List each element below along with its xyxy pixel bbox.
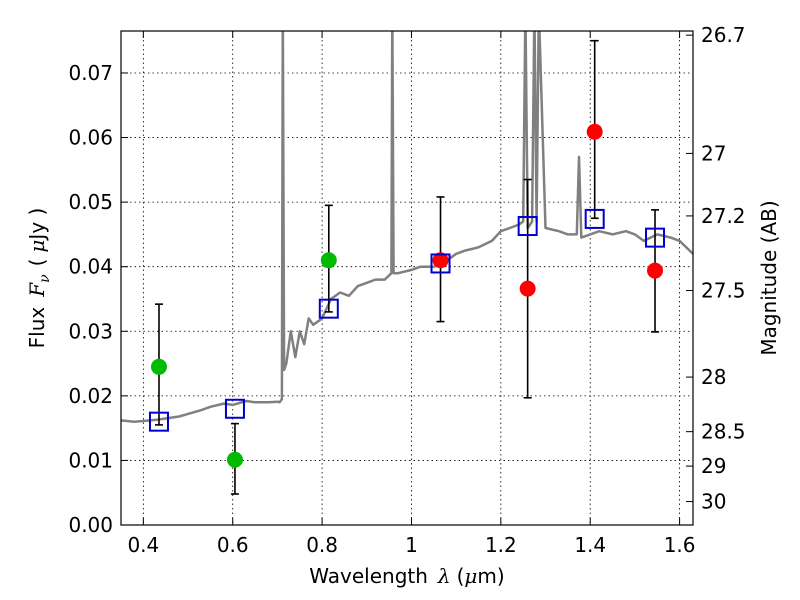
y2-tick-label: 28: [701, 365, 726, 389]
plot-content: [121, 31, 693, 495]
y-axis-ticks: 0.00 0.01 0.02 0.03 0.04 0.05 0.06 0.07: [68, 61, 128, 537]
spectrum-line: [121, 31, 693, 423]
y2-tick-label: 28.5: [701, 420, 746, 444]
model-square: [224, 398, 245, 419]
y2-tick-label: 30: [701, 490, 726, 514]
x-tick-label: 0.8: [306, 533, 338, 557]
y2-axis-ticks: 26.7 27 27.2 27.5 28 28.5 29 30: [686, 23, 746, 514]
x-tick-label: 0.4: [127, 533, 159, 557]
y-tick-label: 0.04: [68, 255, 113, 279]
model-square: [517, 216, 538, 237]
y-axis-label-unit-rest: Jy ): [25, 208, 49, 242]
y-tick-label: 0.03: [68, 319, 113, 343]
y2-tick-label: 27: [701, 141, 726, 165]
y-axis-label-mu: μ: [25, 240, 49, 253]
x-tick-label: 1.6: [664, 533, 696, 557]
x-axis-label-mu: μ: [464, 564, 477, 588]
plot-frame: [120, 30, 694, 526]
model-square: [584, 208, 605, 229]
x-axis-label-unit-open: (: [457, 564, 465, 588]
y2-tick-label: 26.7: [701, 23, 746, 47]
y-axis-label-unit-open: (: [25, 259, 49, 267]
y2-axis-label: Magnitude (AB): [757, 200, 781, 355]
y-axis-label-f: F: [25, 282, 49, 298]
red-point: [432, 252, 449, 269]
y-tick-label: 0.06: [68, 126, 113, 150]
x-axis-ticks: 0.4 0.6 0.8 1 1.2 1.4 1.6: [127, 31, 696, 557]
x-axis-label-text: Wavelength: [309, 564, 428, 588]
red-point: [519, 280, 536, 297]
x-axis-label-unit-rest: m): [477, 564, 504, 588]
model-square: [148, 411, 169, 432]
x-tick-label: 1.2: [485, 533, 517, 557]
y-tick-label: 0.05: [68, 190, 113, 214]
x-axis-label-lambda: λ: [437, 564, 451, 588]
x-tick-label: 1: [405, 533, 418, 557]
plot-background: [121, 31, 693, 525]
y-tick-label: 0.00: [68, 513, 113, 537]
green-point: [226, 451, 243, 468]
x-axis-label: Wavelength λ (μm): [309, 564, 504, 588]
green-point: [150, 358, 167, 375]
y-tick-label: 0.07: [68, 61, 113, 85]
x-tick-label: 1.4: [574, 533, 606, 557]
model-square: [430, 253, 451, 274]
y-tick-label: 0.01: [68, 448, 113, 472]
y-axis-label-nu: ν: [37, 274, 53, 283]
y-axis-label: Flux Fν ( μJy ): [25, 208, 53, 349]
y2-tick-label: 27.2: [701, 204, 746, 228]
red-point: [647, 262, 664, 279]
model-square: [318, 298, 339, 319]
x-tick-label: 0.6: [217, 533, 249, 557]
y-tick-label: 0.02: [68, 384, 113, 408]
red-point: [586, 123, 603, 140]
y-axis-label-text: Flux: [25, 307, 49, 349]
y2-tick-label: 27.5: [701, 279, 746, 303]
model-square: [645, 227, 666, 248]
green-point: [320, 252, 337, 269]
markers: [148, 123, 666, 468]
y2-tick-label: 29: [701, 454, 726, 478]
